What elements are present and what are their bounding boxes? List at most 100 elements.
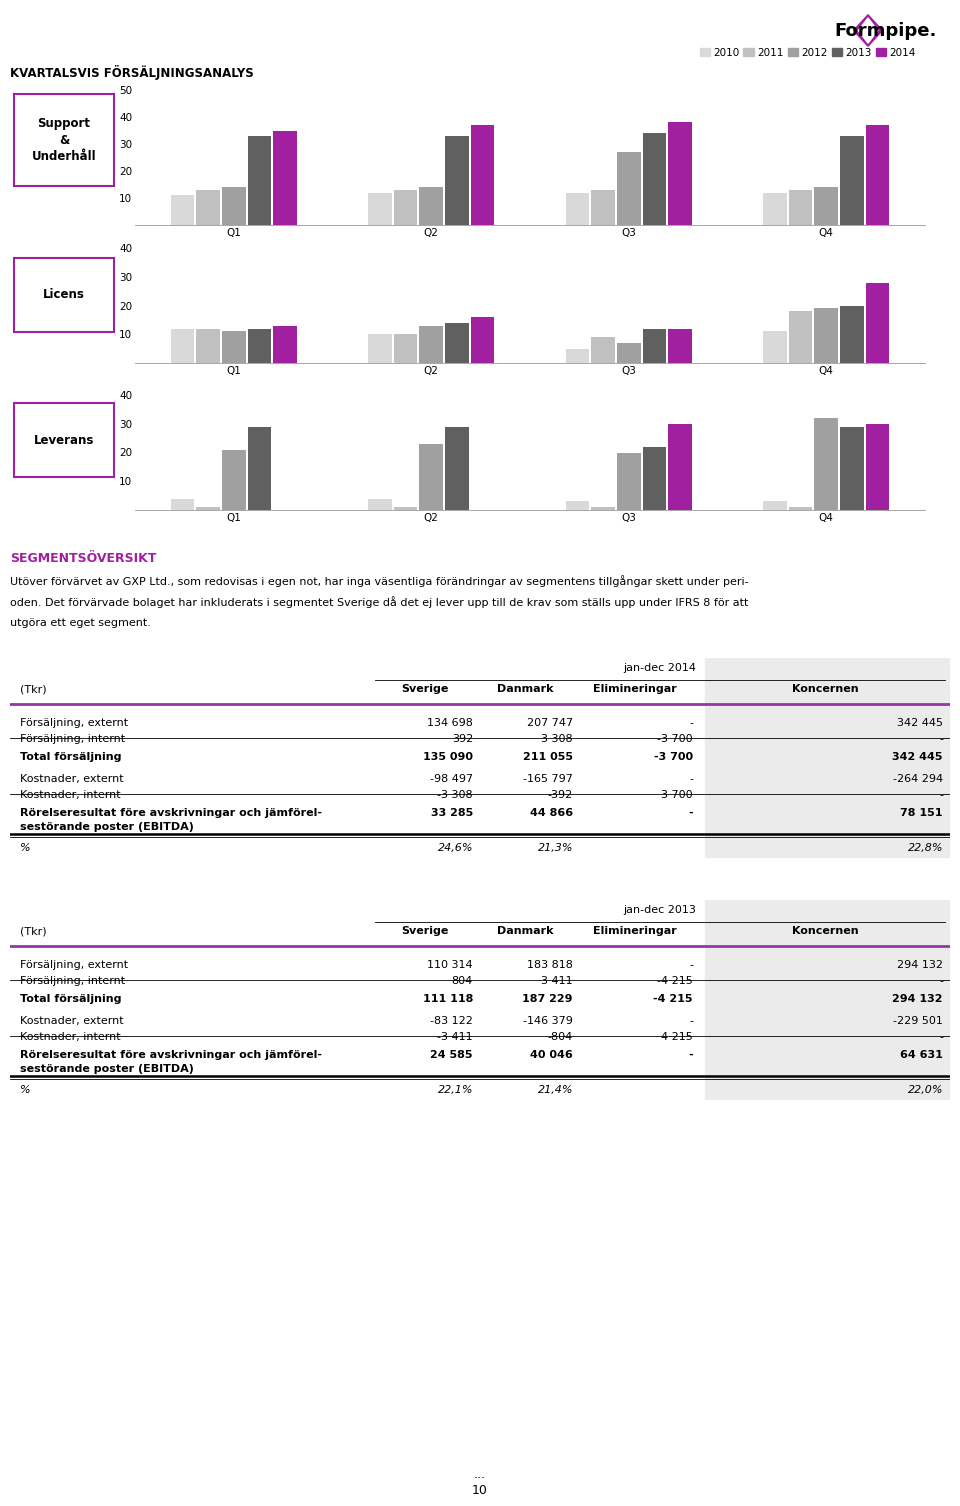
Text: 342 445: 342 445 (897, 718, 943, 727)
Text: Rörelseresultat före avskrivningar och jämförel-: Rörelseresultat före avskrivningar och j… (20, 1050, 322, 1060)
Text: Elimineringar: Elimineringar (593, 684, 677, 694)
Text: KVARTALSVIS FÖRSÄLJNINGSANALYS: KVARTALSVIS FÖRSÄLJNINGSANALYS (10, 65, 253, 80)
Polygon shape (853, 15, 882, 47)
Bar (763, 193, 786, 224)
Text: -4 215: -4 215 (658, 976, 693, 986)
Bar (222, 450, 246, 511)
Text: (Tkr): (Tkr) (20, 926, 47, 937)
Bar (642, 447, 666, 511)
Bar (814, 187, 838, 224)
Bar (840, 306, 864, 363)
Text: Försäljning, externt: Försäljning, externt (20, 959, 128, 970)
Text: -264 294: -264 294 (893, 774, 943, 785)
Text: Rörelseresultat före avskrivningar och jämförel-: Rörelseresultat före avskrivningar och j… (20, 809, 322, 818)
Text: 134 698: 134 698 (427, 718, 473, 727)
Bar (171, 498, 194, 511)
Text: -: - (939, 1032, 943, 1042)
Text: -83 122: -83 122 (430, 1017, 473, 1026)
FancyBboxPatch shape (14, 93, 113, 187)
Text: Försäljning, internt: Försäljning, internt (20, 976, 125, 986)
Bar (445, 426, 468, 511)
Text: -98 497: -98 497 (430, 774, 473, 785)
Text: 110 314: 110 314 (427, 959, 473, 970)
Text: -3 308: -3 308 (438, 791, 473, 800)
Text: Kostnader, externt: Kostnader, externt (20, 1017, 124, 1026)
Text: -3 700: -3 700 (654, 751, 693, 762)
Text: Sverige: Sverige (401, 926, 448, 937)
Text: Leverans: Leverans (34, 434, 94, 446)
Text: 33 285: 33 285 (431, 809, 473, 818)
Text: 22,0%: 22,0% (907, 1084, 943, 1095)
Text: 78 151: 78 151 (900, 809, 943, 818)
Bar (196, 328, 220, 363)
Text: -: - (688, 1050, 693, 1060)
Bar (866, 125, 889, 224)
Bar (368, 193, 392, 224)
Text: 10: 10 (472, 1483, 488, 1497)
Text: Support
&
Underhåll: Support & Underhåll (32, 117, 96, 163)
Bar (196, 508, 220, 511)
Text: -: - (939, 733, 943, 744)
Text: -804: -804 (548, 1032, 573, 1042)
Bar (470, 316, 494, 363)
Text: Danmark: Danmark (496, 926, 553, 937)
Text: Elimineringar: Elimineringar (593, 926, 677, 937)
Text: -3 700: -3 700 (658, 733, 693, 744)
Text: Kostnader, externt: Kostnader, externt (20, 774, 124, 785)
Text: Danmark: Danmark (496, 684, 553, 694)
Text: -: - (689, 774, 693, 785)
Bar (445, 322, 468, 363)
Text: 111 118: 111 118 (422, 994, 473, 1005)
Text: Försäljning, internt: Försäljning, internt (20, 733, 125, 744)
Text: -165 797: -165 797 (523, 774, 573, 785)
FancyBboxPatch shape (14, 404, 113, 477)
Text: Kostnader, internt: Kostnader, internt (20, 1032, 121, 1042)
Text: Formpipe.: Formpipe. (834, 21, 937, 39)
Text: 40 046: 40 046 (530, 1050, 573, 1060)
Legend: 2010, 2011, 2012, 2013, 2014: 2010, 2011, 2012, 2013, 2014 (695, 44, 920, 62)
Text: -146 379: -146 379 (523, 1017, 573, 1026)
Text: jan-dec 2014: jan-dec 2014 (623, 663, 697, 673)
Text: 21,4%: 21,4% (538, 1084, 573, 1095)
Text: 207 747: 207 747 (527, 718, 573, 727)
Text: 392: 392 (452, 733, 473, 744)
FancyBboxPatch shape (14, 258, 113, 331)
Bar (668, 122, 692, 224)
Bar (394, 190, 418, 224)
Text: -: - (689, 718, 693, 727)
Text: 804: 804 (452, 976, 473, 986)
Bar (420, 187, 444, 224)
Bar (274, 131, 297, 224)
Bar (248, 426, 272, 511)
Bar (617, 452, 640, 511)
Text: -: - (939, 976, 943, 986)
Bar (591, 190, 615, 224)
Text: -3 411: -3 411 (438, 1032, 473, 1042)
Bar (814, 309, 838, 363)
Text: SEGMENTSÖVERSIKT: SEGMENTSÖVERSIKT (10, 551, 156, 565)
Bar (591, 508, 615, 511)
Text: Total försäljning: Total försäljning (20, 994, 122, 1005)
Bar (763, 331, 786, 363)
Text: sestörande poster (EBITDA): sestörande poster (EBITDA) (20, 1065, 194, 1074)
Bar (274, 325, 297, 363)
Text: jan-dec 2013: jan-dec 2013 (624, 905, 696, 916)
Text: 294 132: 294 132 (897, 959, 943, 970)
Text: Kostnader, internt: Kostnader, internt (20, 791, 121, 800)
Bar (394, 334, 418, 363)
Bar (445, 136, 468, 224)
Text: 211 055: 211 055 (523, 751, 573, 762)
Bar (470, 125, 494, 224)
Text: Total försäljning: Total försäljning (20, 751, 122, 762)
Text: ...: ... (474, 1468, 486, 1482)
Text: 4 215: 4 215 (661, 1032, 693, 1042)
Text: -: - (939, 791, 943, 800)
Bar (394, 508, 418, 511)
Bar (617, 343, 640, 363)
Text: %: % (20, 1084, 31, 1095)
Text: 24 585: 24 585 (430, 1050, 473, 1060)
Polygon shape (858, 18, 877, 44)
Bar (814, 419, 838, 511)
Text: 342 445: 342 445 (893, 751, 943, 762)
Bar (222, 187, 246, 224)
